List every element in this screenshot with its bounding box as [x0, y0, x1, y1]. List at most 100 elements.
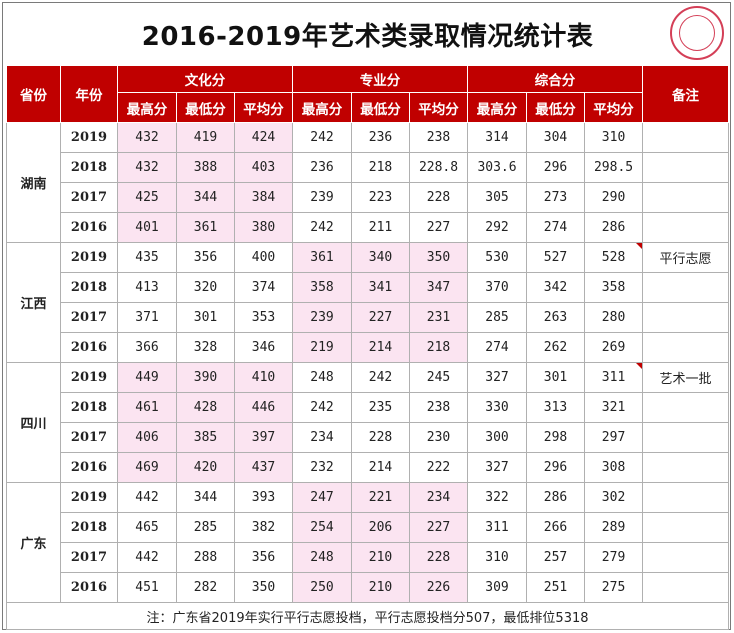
- score-cell: 262: [526, 332, 586, 363]
- note-cell: [642, 122, 730, 153]
- score-cell: 401: [117, 212, 177, 243]
- score-cell: 420: [176, 452, 235, 483]
- score-cell: 286: [526, 482, 586, 513]
- year-cell: 2018: [60, 272, 118, 303]
- score-cell: 242: [292, 212, 353, 243]
- score-cell: 382: [233, 512, 294, 543]
- year-cell: 2017: [60, 302, 118, 333]
- header-group-total: 综合分: [467, 65, 644, 93]
- year-cell: 2017: [60, 542, 118, 573]
- score-cell: 370: [467, 272, 528, 303]
- score-cell: 353: [233, 302, 294, 333]
- score-cell: 385: [176, 422, 235, 453]
- score-cell: 528: [584, 242, 644, 273]
- note-cell: [642, 182, 730, 213]
- score-cell: 298: [526, 422, 586, 453]
- score-cell: 210: [351, 572, 411, 603]
- score-cell: 228.8: [409, 152, 469, 183]
- score-cell: 251: [526, 572, 586, 603]
- score-cell: 442: [117, 542, 177, 573]
- score-cell: 226: [409, 572, 469, 603]
- header-min: 最低分: [526, 92, 586, 123]
- score-cell: 285: [176, 512, 235, 543]
- header-min: 最低分: [176, 92, 235, 123]
- score-cell: 309: [467, 572, 528, 603]
- header-min: 最低分: [351, 92, 411, 123]
- score-cell: 238: [409, 392, 469, 423]
- score-cell: 248: [292, 542, 353, 573]
- province-cell: 广东: [6, 482, 61, 603]
- score-cell: 424: [233, 122, 294, 153]
- score-cell: 311: [467, 512, 528, 543]
- score-cell: 330: [467, 392, 528, 423]
- score-cell: 342: [526, 272, 586, 303]
- score-cell: 236: [351, 122, 411, 153]
- score-cell: 297: [584, 422, 644, 453]
- score-cell: 461: [117, 392, 177, 423]
- score-cell: 322: [467, 482, 528, 513]
- score-cell: 432: [117, 152, 177, 183]
- table-row: 四川 2019 449 390 410 248 242 245 327 301 311 艺术一批: [6, 362, 730, 483]
- note-cell: 平行志愿: [642, 242, 730, 273]
- score-cell: 206: [351, 512, 411, 543]
- table-body: 湖南 2019 432 419 424 242 236 238 314 304 310 2018 432…: [6, 122, 730, 603]
- score-cell: 266: [526, 512, 586, 543]
- score-cell: 296: [526, 152, 586, 183]
- score-cell: 235: [351, 392, 411, 423]
- province-cell: 江西: [6, 242, 61, 363]
- score-cell: 400: [233, 242, 294, 273]
- score-cell: 296: [526, 452, 586, 483]
- score-cell: 228: [409, 182, 469, 213]
- score-cell: 314: [467, 122, 528, 153]
- score-cell: 425: [117, 182, 177, 213]
- year-cell: 2016: [60, 452, 118, 483]
- score-cell: 321: [584, 392, 644, 423]
- score-cell: 230: [409, 422, 469, 453]
- score-cell: 302: [584, 482, 644, 513]
- score-cell: 280: [584, 302, 644, 333]
- score-cell: 344: [176, 482, 235, 513]
- score-cell: 292: [467, 212, 528, 243]
- province-cell: 湖南: [6, 122, 61, 243]
- header-avg: 平均分: [584, 92, 644, 123]
- table-row: 江西 2019 435 356 400 361 340 350 530 527 528 平行志愿: [6, 242, 730, 363]
- score-cell: 366: [117, 332, 177, 363]
- table-row: 2017 442 288 356 248 210 228 310 257 279: [7, 542, 730, 573]
- score-cell: 232: [292, 452, 353, 483]
- score-cell: 340: [351, 242, 411, 273]
- score-cell: 469: [117, 452, 177, 483]
- table-row: 2018 432 388 403 236 218 228.8 303.6 296 298.5: [7, 152, 730, 183]
- year-cell: 2018: [60, 392, 118, 423]
- score-cell: 530: [467, 242, 528, 273]
- score-cell: 288: [176, 542, 235, 573]
- note-cell: [642, 272, 730, 303]
- score-cell: 350: [409, 242, 469, 273]
- admission-table: 省份 年份 文化分 专业分 综合分 备注 最高分 最低分 平均分 最高分 最低分…: [5, 65, 730, 630]
- score-cell: 308: [584, 452, 644, 483]
- score-cell: 239: [292, 182, 353, 213]
- table-row: 2016 401 361 380 242 211 227 292 274 286: [7, 212, 730, 243]
- year-cell: 2018: [60, 152, 118, 183]
- score-cell: 356: [176, 242, 235, 273]
- score-cell: 361: [292, 242, 353, 273]
- score-cell: 432: [117, 122, 177, 153]
- score-cell: 279: [584, 542, 644, 573]
- note-cell: [642, 212, 730, 243]
- score-cell: 303.6: [467, 152, 528, 183]
- page-title: 2016-2019年艺术类录取情况统计表: [141, 21, 594, 52]
- note-cell: [642, 512, 730, 543]
- score-cell: 221: [351, 482, 411, 513]
- table-row: 2017 406 385 397 234 228 230 300 298 297: [7, 422, 730, 453]
- score-cell: 374: [233, 272, 294, 303]
- header-avg: 平均分: [233, 92, 294, 123]
- score-cell: 301: [176, 302, 235, 333]
- score-cell: 301: [526, 362, 586, 393]
- year-cell: 2016: [60, 332, 118, 363]
- score-cell: 211: [351, 212, 411, 243]
- score-cell: 286: [584, 212, 644, 243]
- score-cell: 289: [584, 512, 644, 543]
- score-cell: 310: [467, 542, 528, 573]
- table-footnote: 注：广东省2019年实行平行志愿投档，平行志愿投档分507，最低排位5318: [5, 602, 730, 630]
- header-year: 年份: [60, 65, 118, 123]
- score-cell: 428: [176, 392, 235, 423]
